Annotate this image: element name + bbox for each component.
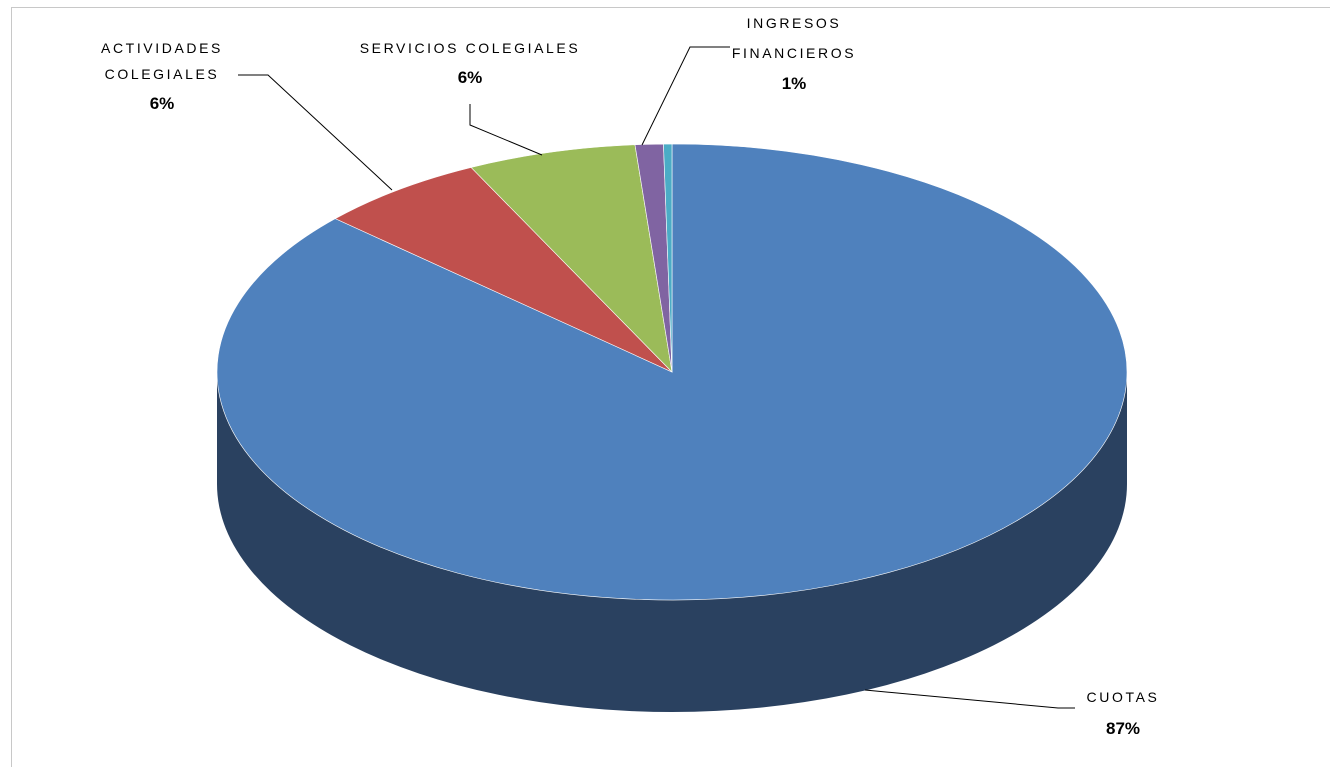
pct-cuotas: 87% bbox=[1106, 719, 1140, 738]
leader-actividades bbox=[238, 74, 393, 191]
pie-tops bbox=[216, 143, 1128, 601]
label-servicios: SERVICIOS COLEGIALES bbox=[360, 40, 581, 56]
leader-cuotas bbox=[864, 689, 1075, 709]
label-actividades-line1: ACTIVIDADES bbox=[101, 40, 223, 56]
pie-slice-actividades-colegiales bbox=[334, 167, 673, 373]
pct-actividades: 6% bbox=[150, 94, 175, 113]
chart-frame bbox=[11, 7, 1330, 767]
pie-slice-servicios-colegiales bbox=[470, 144, 673, 373]
pie-side-cuotas bbox=[217, 372, 1127, 712]
label-ingresos-line1: INGRESOS bbox=[747, 15, 842, 31]
pct-servicios: 6% bbox=[458, 68, 483, 87]
pie-slice-other bbox=[663, 143, 673, 373]
pie-sides bbox=[217, 372, 1127, 712]
pct-ingresos: 1% bbox=[782, 74, 807, 93]
leader-lines bbox=[238, 46, 1075, 709]
label-ingresos-line2: FINANCIEROS bbox=[732, 45, 856, 61]
leader-ingresos bbox=[641, 46, 730, 146]
label-cuotas: CUOTAS bbox=[1087, 689, 1160, 705]
leader-servicios bbox=[469, 104, 543, 156]
label-actividades-line2: COLEGIALES bbox=[105, 66, 220, 82]
